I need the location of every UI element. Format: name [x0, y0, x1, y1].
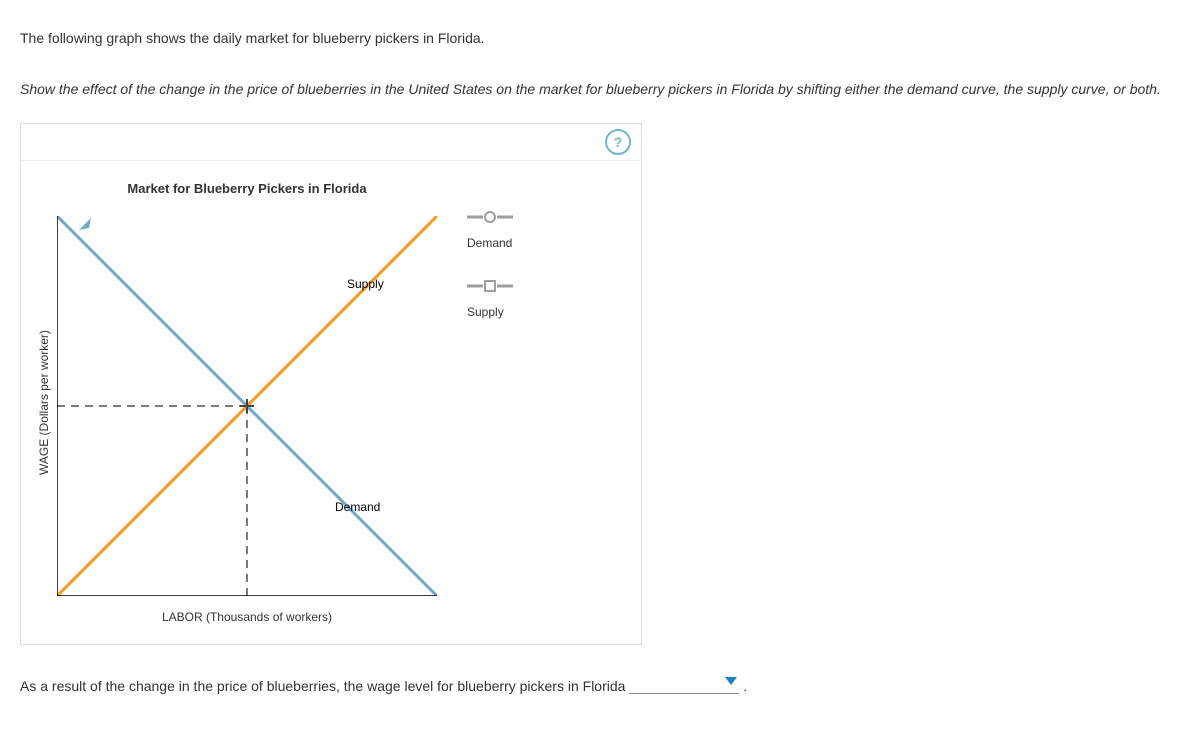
legend-demand-icon	[467, 211, 513, 223]
y-axis-label: WAGE (Dollars per worker)	[31, 181, 57, 624]
panel-toolbar: ?	[21, 124, 641, 161]
result-prefix: As a result of the change in the price o…	[20, 678, 625, 694]
result-sentence: As a result of the change in the price o…	[20, 675, 1180, 694]
x-axis-label: LABOR (Thousands of workers)	[162, 610, 332, 624]
legend-supply-icon	[467, 280, 513, 292]
legend-demand-label: Demand	[467, 236, 512, 250]
svg-text:Demand: Demand	[335, 500, 380, 514]
chart-panel: ? WAGE (Dollars per worker) Market for B…	[20, 123, 642, 645]
legend: Demand Supply	[437, 181, 523, 624]
wage-change-dropdown[interactable]	[629, 675, 739, 694]
chevron-down-icon	[725, 677, 737, 685]
intro-text: The following graph shows the daily mark…	[20, 30, 1180, 46]
legend-demand[interactable]: Demand	[467, 211, 513, 250]
svg-text:Supply: Supply	[347, 277, 384, 291]
instruction-text: Show the effect of the change in the pri…	[20, 76, 1180, 103]
chart-plot[interactable]: Supply Demand	[57, 216, 437, 596]
chart-title: Market for Blueberry Pickers in Florida	[127, 181, 366, 196]
help-button[interactable]: ?	[605, 129, 631, 155]
result-suffix: .	[743, 678, 747, 694]
legend-supply-label: Supply	[467, 305, 504, 319]
legend-supply[interactable]: Supply	[467, 280, 513, 319]
